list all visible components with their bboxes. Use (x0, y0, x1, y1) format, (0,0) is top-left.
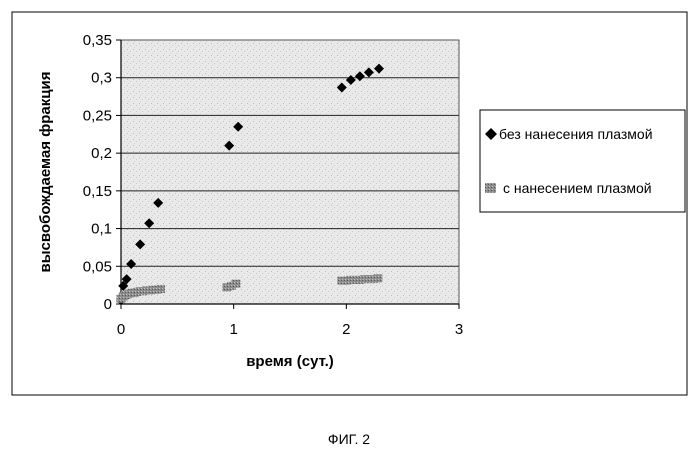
y-tick-label: 0,3 (91, 70, 112, 87)
y-tick-label: 0,05 (83, 258, 112, 275)
legend-label: без нанесения плазмой (499, 126, 653, 142)
y-tick-label: 0,15 (83, 183, 112, 200)
data-point (231, 280, 240, 288)
y-tick-label: 0,25 (83, 107, 112, 124)
figure-caption: ФИГ. 2 (328, 431, 370, 447)
y-tick-label: 0 (104, 296, 112, 313)
legend-label: с нанесением плазмой (503, 180, 652, 196)
legend-item-без-нанесения-плазмой: без нанесения плазмой (485, 126, 653, 142)
y-tick-label: 0,1 (91, 221, 112, 238)
y-axis-label: высвобождаемая фракция (37, 72, 54, 273)
x-tick-label: 2 (342, 321, 350, 338)
square-marker-icon (485, 183, 496, 193)
y-tick-label: 0,35 (83, 32, 112, 49)
legend-item-с-нанесением-плазмой: с нанесением плазмой (485, 180, 652, 196)
legend: без нанесения плазмой с нанесением плазм… (480, 110, 685, 212)
data-point (156, 285, 165, 293)
x-tick-label: 1 (229, 321, 237, 338)
plot-area: 0 0,05 0,1 0,15 0,2 0,25 0,3 0,35 0 1 2 3 (83, 32, 463, 338)
plot-background (121, 40, 459, 304)
y-tick-label: 0,2 (91, 145, 112, 162)
x-tick-label: 3 (455, 321, 463, 338)
data-point (373, 274, 382, 282)
x-tick-label: 0 (117, 321, 125, 338)
x-axis-label: время (сут.) (246, 353, 334, 370)
